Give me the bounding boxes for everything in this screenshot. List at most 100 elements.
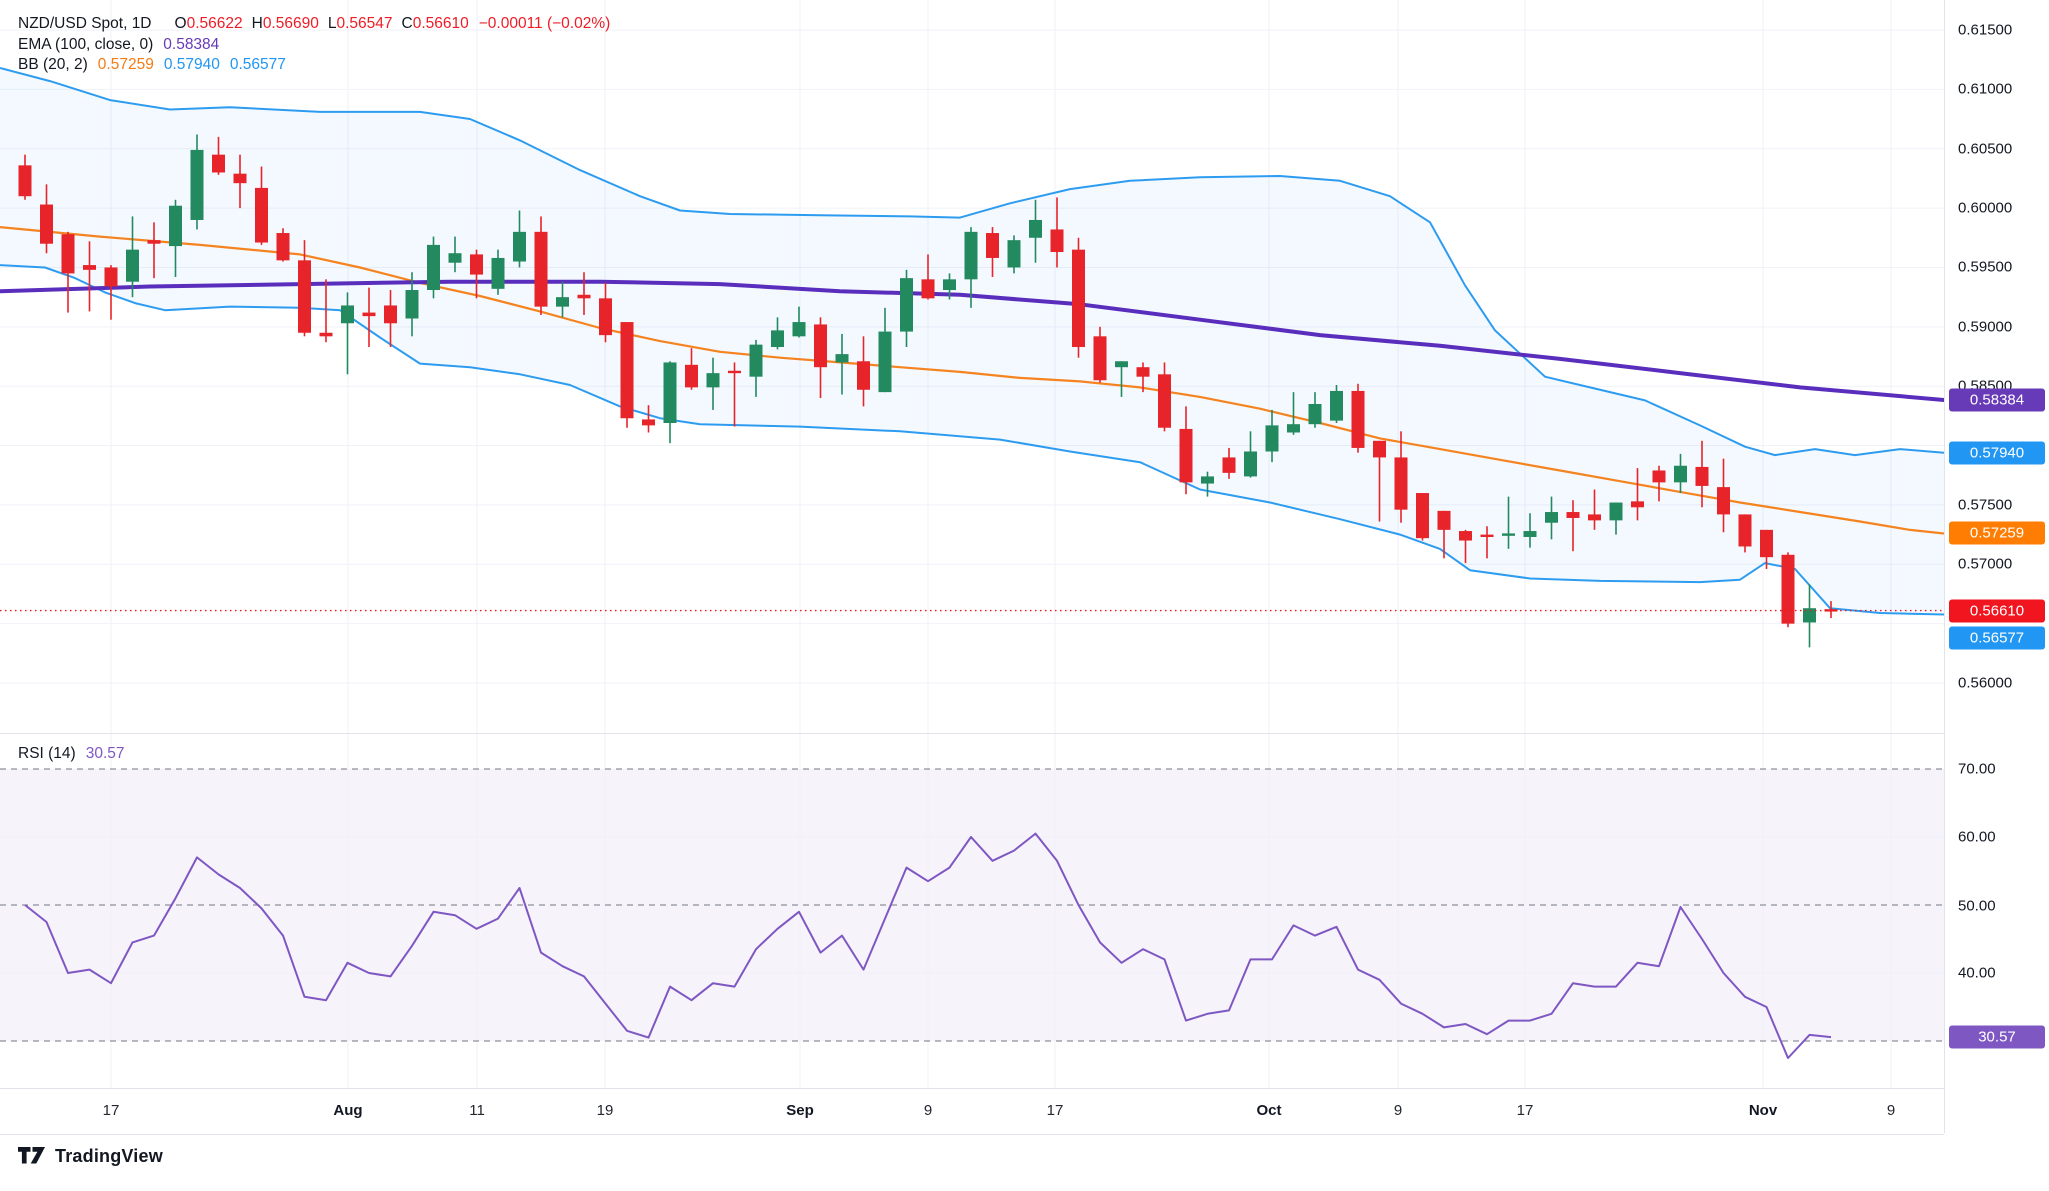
legend-symbol-row[interactable]: NZD/USD Spot, 1D O0.56622 H0.56690 L0.56547… (18, 14, 610, 35)
price-axis[interactable]: 0.61500 0.61000 0.60500 0.60000 0.59500 0.590… (1944, 0, 2049, 1133)
candle-body-up (900, 278, 913, 332)
candle-body-up (943, 279, 956, 291)
candle-body-down (921, 279, 935, 299)
legend-bb-row[interactable]: BB (20, 2) 0.57259 0.57940 0.56577 (18, 55, 610, 76)
price-axis-label: 0.60000 (1958, 199, 2013, 217)
candle-body-down (147, 240, 161, 244)
candle-body-up (126, 249, 139, 282)
candle-body-up (1265, 425, 1279, 452)
ohlc-high-key: H (251, 15, 263, 32)
candle-body-down (1050, 229, 1064, 253)
date-tick-label: Nov (1748, 1102, 1778, 1119)
rsi-axis-label: 60.00 (1958, 828, 1996, 846)
candle-body-up (169, 205, 182, 247)
change-value: −0.00011 (−0.02%) (478, 15, 611, 32)
candle-body-up (1803, 608, 1816, 623)
ohlc-high-value: 0.56690 (262, 15, 319, 32)
bollinger-fill (0, 68, 1944, 615)
date-tick-label: 9 (923, 1102, 933, 1119)
rsi-value: 30.57 (85, 745, 125, 762)
candle-body-down (1631, 501, 1644, 508)
ohlc-open-key: O (174, 15, 187, 32)
price-axis-label: 0.59000 (1958, 318, 2013, 336)
rsi-axis-label: 40.00 (1958, 964, 1996, 982)
candle-body-down (1695, 466, 1709, 486)
ohlc-low-value: 0.56547 (336, 15, 393, 32)
date-tick-label: 17 (102, 1102, 120, 1119)
candle-body-up (556, 297, 569, 307)
candle-body-down (1459, 531, 1472, 541)
candle-body-down (1351, 390, 1365, 448)
date-tick-label: 9 (1393, 1102, 1403, 1119)
tradingview-attribution[interactable]: TradingView (18, 1146, 163, 1167)
candle-body-up (878, 331, 892, 393)
candle-body-down (233, 173, 247, 184)
candle-body-down (1437, 510, 1451, 530)
candle-body-up (1523, 531, 1537, 537)
price-axis-label: 0.56000 (1958, 674, 2013, 692)
rsi-axis-label: 50.00 (1958, 897, 1996, 915)
date-axis[interactable]: 17 Aug 11 19 Sep 9 17 Oct 9 17 Nov 9 (0, 1088, 1944, 1135)
candle-body-up (1244, 451, 1257, 477)
candle-body-down (685, 364, 698, 388)
legend-ema-row[interactable]: EMA (100, close, 0) 0.58384 (18, 35, 610, 56)
candle-body-up (341, 305, 354, 324)
candle-body-down (1738, 514, 1752, 547)
rsi-pane (0, 734, 1944, 1088)
candle-body-down (814, 324, 827, 368)
price-axis-label: 0.57000 (1958, 555, 2013, 573)
date-tick-label: 11 (469, 1102, 485, 1119)
ema-line (0, 279, 1944, 402)
candle-body-down (1179, 428, 1193, 483)
candle-body-down (1652, 470, 1666, 483)
candle-body-down (1072, 249, 1085, 348)
candle-body-down (857, 361, 870, 390)
candle-body-up (964, 231, 978, 280)
candle-body-up (405, 290, 419, 319)
candle-body-down (1093, 336, 1107, 381)
candle-body-down (1158, 374, 1171, 428)
price-axis-label: 0.59500 (1958, 258, 2013, 276)
candle-body-down (986, 233, 999, 258)
rsi-label: RSI (14) (18, 745, 76, 762)
candle-body-down (40, 204, 53, 244)
candle-body-down (1394, 457, 1408, 510)
candle-body-up (663, 362, 677, 423)
price-axis-label: 0.60500 (1958, 140, 2013, 158)
bb-label: BB (20, 2) (18, 56, 88, 73)
candle-body-down (1480, 534, 1494, 538)
candle-body-down (1566, 512, 1580, 518)
candle-body-down (255, 187, 268, 243)
rsi-axis-badge: 30.57 (1949, 1025, 2045, 1049)
candle-body-up (792, 322, 806, 337)
pane-divider[interactable] (0, 733, 1944, 734)
candle-body-down (1588, 514, 1601, 521)
candle-body-up (1609, 502, 1623, 521)
candle-body-down (83, 265, 96, 270)
candle-body-up (1545, 512, 1558, 523)
price-pane (0, 0, 1944, 733)
ohlc-low-key: L (327, 15, 337, 32)
candle-body-up (1502, 533, 1515, 536)
rsi-axis-label: 70.00 (1958, 760, 1996, 778)
candle-body-up (1674, 465, 1687, 483)
rsi-chart[interactable] (0, 734, 1944, 1088)
candles (18, 134, 1838, 648)
date-tick-label: Sep (786, 1102, 814, 1119)
candle-body-down (642, 419, 655, 426)
price-axis-label: 0.61000 (1958, 80, 2013, 98)
candle-body-up (835, 354, 849, 363)
bb-lower-value: 0.56577 (229, 56, 286, 73)
price-chart[interactable] (0, 0, 1944, 733)
candle-body-up (1201, 476, 1214, 484)
bollinger-upper-line (0, 67, 1944, 457)
candle-body-down (534, 231, 548, 307)
candle-body-up (190, 149, 204, 220)
candle-body-down (1760, 529, 1773, 558)
candle-body-down (1373, 440, 1386, 458)
candle-body-up (491, 257, 505, 289)
candle-body-down (384, 305, 397, 324)
rsi-legend-row[interactable]: RSI (14) 30.57 (18, 745, 125, 763)
bb-upper-value: 0.57940 (163, 56, 220, 73)
tradingview-logo-text: TradingView (55, 1146, 163, 1166)
